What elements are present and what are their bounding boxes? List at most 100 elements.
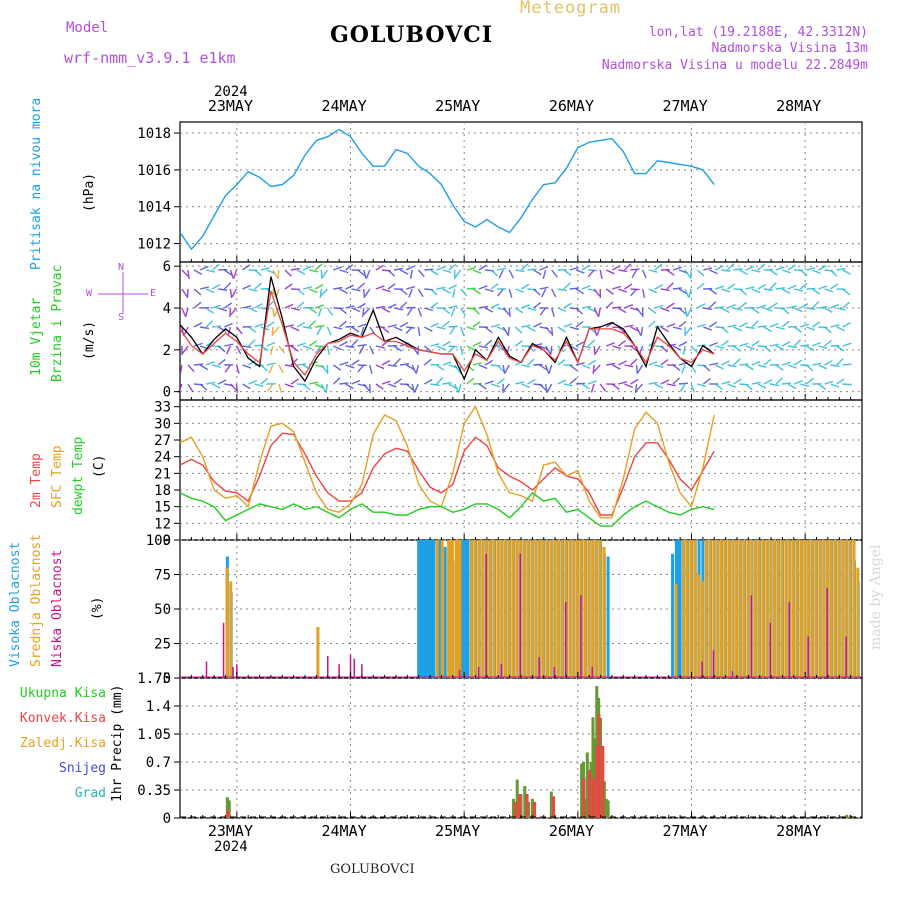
wind-arrow	[681, 364, 686, 374]
wind-arrow	[406, 285, 416, 290]
wind-arrow	[587, 307, 597, 313]
wind-arrow	[235, 345, 242, 355]
wind-arrow	[424, 326, 433, 332]
wind-arrow	[715, 345, 725, 350]
wind-arrow	[533, 322, 542, 328]
wind-arrow	[641, 288, 646, 298]
wind-arrow	[514, 340, 524, 347]
wind-arrow	[660, 307, 670, 312]
wind-arrow	[296, 322, 306, 328]
wind-arrow	[763, 358, 772, 366]
wind-arrow	[788, 345, 798, 349]
wind-arrow	[648, 361, 658, 366]
wind-arrow	[763, 345, 772, 353]
bar-precip-0	[227, 800, 231, 818]
wind-arrow	[357, 269, 366, 277]
wind-arrow	[587, 359, 597, 366]
day-label-top: 27MAY	[662, 97, 708, 115]
wind-arrow	[612, 306, 622, 309]
wind-arrow	[526, 358, 535, 366]
wind-arrow	[733, 345, 742, 352]
wind-arrow	[296, 301, 305, 309]
ytick-label-temperature: 9	[163, 533, 171, 549]
wind-arrow	[363, 383, 370, 392]
bar-clouds-0	[464, 540, 468, 678]
wind-arrow	[498, 269, 504, 279]
bar-precip-0	[593, 738, 597, 818]
wind-arrow	[648, 320, 656, 328]
bar-clouds-1	[795, 540, 799, 678]
bar-clouds-1	[731, 540, 735, 678]
ytick-label-temperature: 21	[154, 466, 171, 482]
wind-arrow	[836, 358, 844, 366]
ytick-label-temperature: 24	[154, 450, 171, 466]
wind-arrow	[408, 288, 413, 298]
pressure-ylabel: Pritisak na nivou mora	[29, 97, 44, 270]
bar-clouds-2	[845, 636, 847, 678]
wind-arrow	[235, 383, 239, 394]
wind-arrow	[187, 269, 190, 280]
wind-arrow	[715, 306, 725, 309]
bar-clouds-0	[671, 553, 675, 678]
wind-arrow	[484, 380, 494, 385]
wind-arrow	[715, 285, 725, 290]
wind-arrow	[521, 364, 531, 368]
wind-arrow	[442, 320, 450, 328]
bar-clouds-0	[430, 540, 434, 678]
bar-precip-1	[601, 746, 605, 818]
compass-east: E	[150, 288, 157, 299]
bar-clouds-2	[750, 595, 753, 678]
wind-arrow	[824, 380, 834, 385]
wind-arrow	[405, 265, 415, 271]
wind-arrow	[290, 267, 301, 271]
wind-arrow	[563, 269, 572, 276]
wind-arrow	[794, 288, 804, 292]
bar-clouds-1	[727, 540, 731, 678]
bar-precip-1	[552, 796, 556, 818]
bar-precip-1	[597, 714, 601, 818]
wind-arrow	[733, 358, 741, 366]
wind-arrow	[278, 364, 284, 374]
bar-clouds-2	[519, 553, 521, 678]
bar-precip-0	[549, 791, 553, 818]
wind-arrow	[836, 378, 845, 385]
wind-arrow	[678, 307, 687, 315]
wind-arrow	[504, 364, 510, 374]
wind-arrow	[478, 364, 488, 370]
footer-station: GOLUBOVCI	[330, 862, 415, 877]
wind-arrow	[793, 307, 803, 313]
wind-arrow	[502, 307, 510, 316]
wind-arrow	[824, 360, 833, 366]
wind-arrow	[684, 269, 691, 278]
wind-arrow	[375, 264, 384, 271]
bar-precip-1	[591, 778, 595, 818]
wind-arrow	[696, 323, 706, 328]
wind-arrow	[581, 264, 590, 271]
day-label-top: 28MAY	[776, 97, 822, 115]
wind-arrow	[635, 364, 639, 375]
wind-arrow	[624, 303, 634, 309]
model-elevation-label: Nadmorska Visina u modelu 22.2849m	[601, 58, 868, 73]
wind-arrow	[551, 288, 557, 298]
wind-arrow	[775, 266, 785, 271]
day-label-bottom: 25MAY	[435, 822, 481, 840]
wind-arrow	[185, 307, 189, 317]
wind-arrow	[278, 383, 283, 393]
wind-arrow	[590, 383, 595, 393]
wind-arrow	[424, 268, 434, 271]
wind-arrow	[315, 345, 322, 354]
wind-arrow	[225, 345, 232, 355]
wind-arrow	[836, 267, 846, 271]
wind-arrow	[325, 383, 329, 393]
wind-arrow	[637, 364, 644, 374]
wind-arrow	[563, 282, 571, 290]
series-line-temperature-0	[179, 432, 715, 516]
wind-arrow	[542, 269, 547, 279]
bar-clouds-1	[541, 540, 545, 678]
bar-precip-0	[589, 762, 593, 818]
wind-arrow	[678, 341, 688, 347]
precip-legend-snow: Snijeg	[59, 761, 106, 776]
bar-clouds-1	[738, 540, 742, 678]
bar-precip-1	[226, 810, 230, 818]
